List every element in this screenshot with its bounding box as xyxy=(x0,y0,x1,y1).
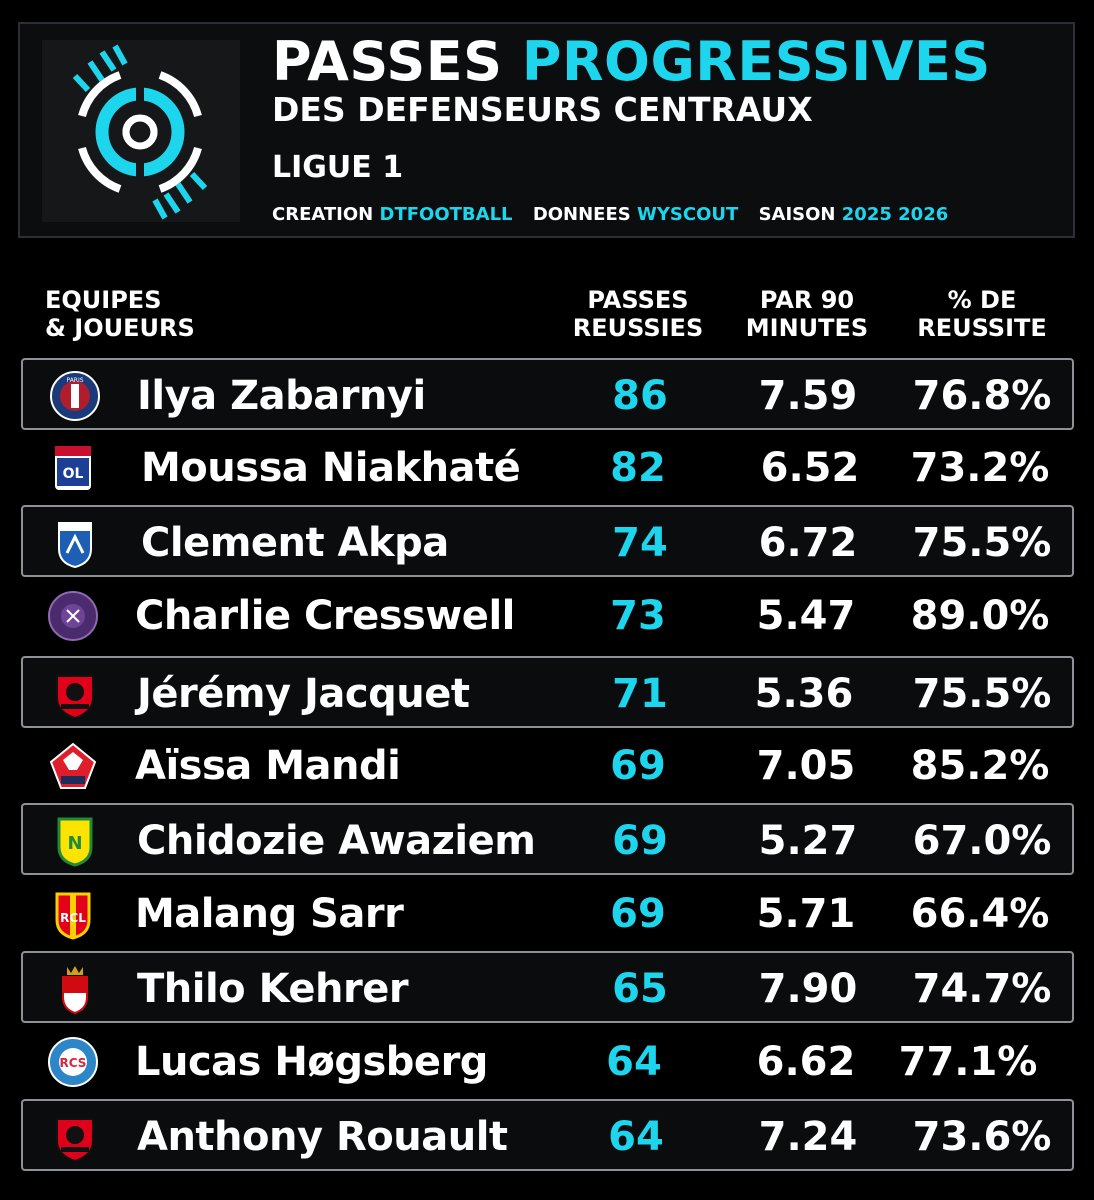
header-panel: PASSES PROGRESSIVES DES DEFENSEURS CENTR… xyxy=(18,22,1075,238)
passes-value: 65 xyxy=(612,966,668,1012)
per90-value: 5.47 xyxy=(756,593,856,639)
table-row: Clement Akpa 74 6.72 75.5% xyxy=(21,505,1074,577)
per90-value: 5.27 xyxy=(758,818,858,864)
page-subtitle: DES DEFENSEURS CENTRAUX xyxy=(272,90,813,129)
success-rate-value: 77.1% xyxy=(898,1039,1038,1085)
passes-value: 69 xyxy=(610,743,666,789)
nantes-crest-icon: N xyxy=(47,815,103,867)
success-rate-value: 67.0% xyxy=(912,818,1052,864)
creation-value: DTFOOTBALL xyxy=(379,204,513,225)
success-rate-value: 89.0% xyxy=(910,593,1050,639)
column-header-passes-line1: PASSES xyxy=(587,286,689,314)
passes-value: 69 xyxy=(612,818,668,864)
column-header-team: EQUIPES & JOUEURS xyxy=(45,286,195,342)
passes-value: 64 xyxy=(608,1114,664,1160)
title-word-2: PROGRESSIVES xyxy=(521,30,991,93)
table-row: N Chidozie Awaziem 69 5.27 67.0% xyxy=(21,803,1074,875)
passes-value: 74 xyxy=(612,520,668,566)
table-row: Jérémy Jacquet 71 5.36 75.5% xyxy=(21,656,1074,728)
player-name: Thilo Kehrer xyxy=(137,966,409,1012)
column-header-per90-line1: PAR 90 xyxy=(759,286,855,314)
auxerre-crest-icon xyxy=(47,517,103,569)
success-rate-value: 73.6% xyxy=(912,1114,1052,1160)
per90-value: 7.59 xyxy=(758,373,858,419)
svg-text:N: N xyxy=(67,833,82,854)
table-row: OL Moussa Niakhaté 82 6.52 73.2% xyxy=(21,432,1074,504)
table-row: Thilo Kehrer 65 7.90 74.7% xyxy=(21,951,1074,1023)
passes-value: 82 xyxy=(610,445,666,491)
passes-value: 69 xyxy=(610,891,666,937)
success-rate-value: 75.5% xyxy=(912,671,1052,717)
per90-value: 7.90 xyxy=(758,966,858,1012)
player-name: Ilya Zabarnyi xyxy=(137,373,426,419)
psg-crest-icon: PARIS xyxy=(47,370,103,422)
passes-value: 73 xyxy=(610,593,666,639)
svg-text:RCL: RCL xyxy=(60,911,86,925)
player-name: Chidozie Awaziem xyxy=(137,818,536,864)
column-header-success-rate: % DE REUSSITE xyxy=(900,286,1064,342)
season-label: SAISON xyxy=(758,204,836,225)
player-name: Anthony Rouault xyxy=(137,1114,508,1160)
per90-value: 6.72 xyxy=(758,520,858,566)
per90-value: 6.62 xyxy=(756,1039,856,1085)
player-name: Malang Sarr xyxy=(135,891,404,937)
lyon-crest-icon: OL xyxy=(45,442,101,494)
column-header-per90-line2: MINUTES xyxy=(745,314,869,342)
svg-text:RCS: RCS xyxy=(60,1056,87,1070)
column-header-team-line1: EQUIPES xyxy=(45,286,162,314)
per90-value: 6.52 xyxy=(760,445,860,491)
column-header-passes: PASSES REUSSIES xyxy=(560,286,716,342)
per90-value: 7.24 xyxy=(758,1114,858,1160)
table-row: Anthony Rouault 64 7.24 73.6% xyxy=(21,1099,1074,1171)
rennes-crest-icon xyxy=(47,1111,103,1163)
credits-line: CREATION DTFOOTBALL DONNEES WYSCOUT SAIS… xyxy=(272,204,948,226)
creation-label: CREATION xyxy=(272,204,374,225)
success-rate-value: 75.5% xyxy=(912,520,1052,566)
success-rate-value: 66.4% xyxy=(910,891,1050,937)
player-name: Moussa Niakhaté xyxy=(141,445,521,491)
column-header-success-line2: REUSSITE xyxy=(917,314,1047,342)
data-value: WYSCOUT xyxy=(637,204,739,225)
player-name: Aïssa Mandi xyxy=(135,743,401,789)
success-rate-value: 76.8% xyxy=(912,373,1052,419)
lens-crest-icon: RCL xyxy=(45,888,101,940)
svg-text:PARIS: PARIS xyxy=(66,377,83,384)
success-rate-value: 74.7% xyxy=(912,966,1052,1012)
passes-value: 71 xyxy=(612,671,668,717)
toulouse-crest-icon xyxy=(45,590,101,642)
lille-crest-icon xyxy=(45,740,101,792)
page-title: PASSES PROGRESSIVES xyxy=(272,30,991,94)
per90-value: 5.36 xyxy=(754,671,854,717)
column-header-per90: PAR 90 MINUTES xyxy=(732,286,882,342)
table-row: RCL Malang Sarr 69 5.71 66.4% xyxy=(21,878,1074,950)
table-row: RCS Lucas Høgsberg 64 6.62 77.1% xyxy=(21,1026,1074,1098)
table-row: Charlie Cresswell 73 5.47 89.0% xyxy=(21,580,1074,652)
title-word-1: PASSES xyxy=(272,30,503,93)
per90-value: 7.05 xyxy=(756,743,856,789)
column-header-passes-line2: REUSSIES xyxy=(572,314,704,342)
table-row: PARIS Ilya Zabarnyi 86 7.59 76.8% xyxy=(21,358,1074,430)
success-rate-value: 73.2% xyxy=(910,445,1050,491)
data-label: DONNEES xyxy=(532,204,631,225)
passes-value: 86 xyxy=(612,373,668,419)
per90-value: 5.71 xyxy=(756,891,856,937)
strasbourg-crest-icon: RCS xyxy=(45,1036,101,1088)
player-name: Charlie Cresswell xyxy=(135,593,515,639)
player-name: Clement Akpa xyxy=(141,520,449,566)
success-rate-value: 85.2% xyxy=(910,743,1050,789)
player-name: Jérémy Jacquet xyxy=(137,671,470,717)
column-header-success-line1: % DE xyxy=(947,286,1017,314)
monaco-crest-icon xyxy=(47,963,103,1015)
player-name: Lucas Høgsberg xyxy=(135,1039,488,1085)
column-header-team-line2: & JOUEURS xyxy=(45,314,195,342)
league-label: LIGUE 1 xyxy=(272,150,404,185)
rennes-crest-icon xyxy=(47,668,103,720)
svg-text:OL: OL xyxy=(63,466,84,482)
dtfootball-logo-icon xyxy=(72,44,208,220)
season-value: 2025 2026 xyxy=(841,204,949,225)
passes-value: 64 xyxy=(606,1039,662,1085)
table-row: Aïssa Mandi 69 7.05 85.2% xyxy=(21,730,1074,802)
logo-box xyxy=(42,40,240,222)
